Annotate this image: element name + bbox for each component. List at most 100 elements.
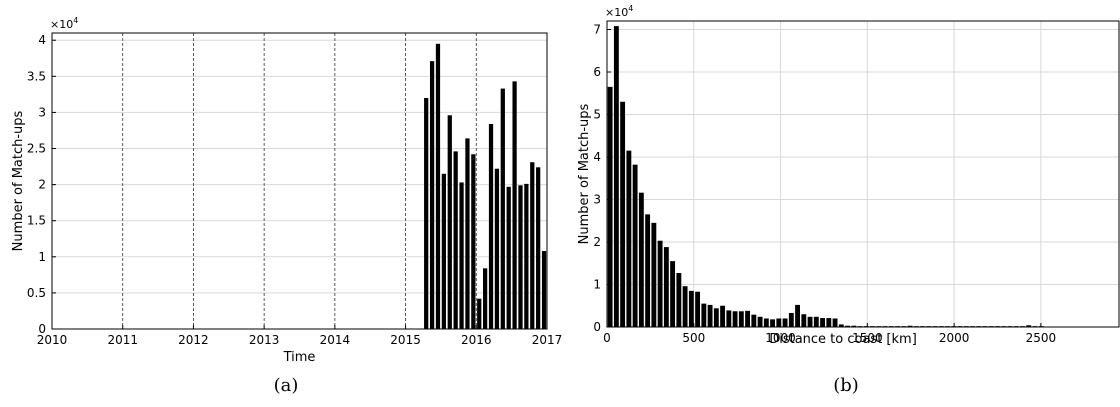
chart-b-bar — [820, 318, 825, 327]
chart-b-bar — [682, 286, 688, 327]
chart-b-y-tick-label: 7 — [593, 23, 601, 37]
chart-b-bar — [657, 240, 663, 327]
chart-a-ticks: 0 0.5 1 1.5 2 2.5 3 3.5 4 2010 2011 2012 2013 2014 201… — [27, 33, 562, 347]
chart-a-y-axis-label: Number of Match-ups — [11, 110, 26, 251]
chart-a-x-tick-label: 2014 — [320, 333, 351, 347]
chart-b-bar — [751, 314, 757, 327]
chart-a-bar — [465, 138, 470, 329]
chart-a-bar — [506, 186, 511, 329]
chart-b-x-tick-label: 2500 — [1026, 331, 1057, 345]
chart-b-bar — [732, 311, 738, 327]
chart-distance-histogram: 0 1 2 3 4 5 6 7 0 500 1000 1500 2000 2500 ×104 Distan… — [577, 4, 1120, 396]
chart-a-bar — [435, 43, 441, 329]
chart-a-bar — [530, 162, 535, 329]
chart-b-x-axis-label: Distance to coast [km] — [769, 332, 917, 347]
chart-a-x-tick-label: 2015 — [390, 333, 421, 347]
chart-a-y-tick-label: 3.5 — [27, 69, 46, 83]
chart-b-bar — [807, 316, 813, 327]
chart-a-y-tick-label: 0.5 — [27, 286, 46, 300]
chart-a-x-tick-label: 2016 — [461, 333, 492, 347]
chart-b-bar — [613, 26, 619, 327]
chart-b-axes-frame — [606, 20, 1120, 328]
chart-a-bar — [494, 168, 500, 329]
chart-b-bar — [620, 101, 626, 327]
chart-b-bar — [632, 164, 638, 327]
chart-b-y-tick-label: 3 — [593, 193, 601, 207]
chart-a-bar — [424, 97, 429, 329]
chart-a-x-tick-label: 2017 — [532, 333, 563, 347]
chart-a-bar — [447, 115, 452, 330]
chart-b-bar — [770, 319, 776, 327]
chart-b-caption: (b) — [833, 375, 859, 396]
chart-a-bar — [471, 154, 476, 329]
chart-a-bar — [459, 182, 464, 329]
chart-b-bar — [707, 304, 713, 327]
chart-b-bar — [701, 303, 707, 327]
chart-a-bar — [518, 185, 523, 329]
chart-b-x-tick-label: 500 — [682, 331, 705, 345]
chart-a-exponent-label: ×104 — [50, 16, 78, 31]
chart-a-gridlines — [52, 33, 547, 329]
chart-a-bar — [541, 251, 547, 329]
chart-a-y-tick-label: 1.5 — [27, 214, 46, 228]
chart-a-bar — [483, 268, 488, 329]
chart-b-bar — [838, 324, 844, 327]
chart-a-y-tick-label: 1 — [38, 250, 46, 264]
chart-a-bar — [441, 173, 446, 329]
chart-a-x-tick-label: 2012 — [178, 333, 209, 347]
chart-a-bar — [512, 81, 517, 330]
chart-b-bar — [1026, 325, 1032, 327]
chart-a-bar — [453, 151, 458, 329]
chart-b-bar — [626, 150, 632, 327]
chart-b-bar — [907, 325, 913, 327]
chart-a-bar — [488, 123, 494, 329]
chart-b-bar — [726, 310, 732, 327]
chart-b-y-tick-label: 0 — [593, 320, 601, 334]
chart-b-bar — [663, 247, 669, 327]
chart-b-bar — [720, 305, 726, 327]
chart-b-x-tick-label: 0 — [603, 331, 611, 345]
chart-b-bar — [795, 304, 801, 327]
chart-b-y-tick-label: 5 — [593, 108, 601, 122]
chart-b-y-tick-label: 6 — [593, 65, 601, 79]
chart-b-bar — [801, 314, 807, 327]
chart-a-bar — [500, 88, 505, 329]
chart-b-bar — [763, 318, 769, 327]
chart-b-bar — [776, 318, 782, 327]
chart-b-y-tick-label: 4 — [593, 150, 601, 164]
chart-b-bar — [757, 316, 763, 327]
chart-a-y-tick-label: 3 — [38, 105, 46, 119]
chart-b-bar — [607, 86, 613, 327]
chart-a-y-tick-label: 0 — [38, 322, 46, 336]
chart-b-y-tick-label: 1 — [593, 278, 601, 292]
chart-b-ticks: 0 1 2 3 4 5 6 7 0 500 1000 1500 2000 2500 — [593, 23, 1056, 346]
chart-b-bars — [607, 26, 1044, 327]
chart-b-bar — [651, 222, 657, 327]
chart-a-bars — [424, 43, 547, 330]
chart-b-bar — [713, 308, 719, 327]
chart-a-axes-frame — [51, 32, 548, 330]
chart-b-y-tick-label: 2 — [593, 235, 601, 249]
chart-b-exponent-label: ×104 — [605, 4, 633, 19]
chart-b-bar — [851, 325, 857, 327]
chart-a-caption: (a) — [274, 375, 299, 396]
chart-a-bar — [477, 298, 482, 329]
chart-b-bar — [676, 273, 682, 327]
chart-b-bar — [645, 214, 651, 327]
chart-b-x-tick-label: 1000 — [765, 331, 796, 345]
chart-b-bar — [832, 318, 838, 327]
chart-b-gridlines — [607, 21, 1119, 327]
chart-b-x-tick-label: 1500 — [852, 331, 883, 345]
chart-a-y-tick-label: 2 — [38, 178, 46, 192]
chart-a-x-axis-label: Time — [283, 350, 316, 365]
chart-b-bar — [695, 291, 701, 327]
chart-b-bar — [738, 311, 744, 327]
chart-a-bar — [536, 167, 541, 329]
chart-a-y-tick-label: 2.5 — [27, 142, 46, 156]
chart-b-bar — [826, 318, 832, 327]
chart-time-histogram: 0 0.5 1 1.5 2 2.5 3 3.5 4 2010 2011 2012 2013 2014 201… — [11, 16, 562, 396]
chart-a-x-tick-label: 2011 — [107, 333, 138, 347]
chart-a-x-tick-label: 2013 — [249, 333, 280, 347]
chart-b-y-axis-label: Number of Match-ups — [577, 103, 592, 244]
chart-a-x-tick-label: 2010 — [37, 333, 68, 347]
